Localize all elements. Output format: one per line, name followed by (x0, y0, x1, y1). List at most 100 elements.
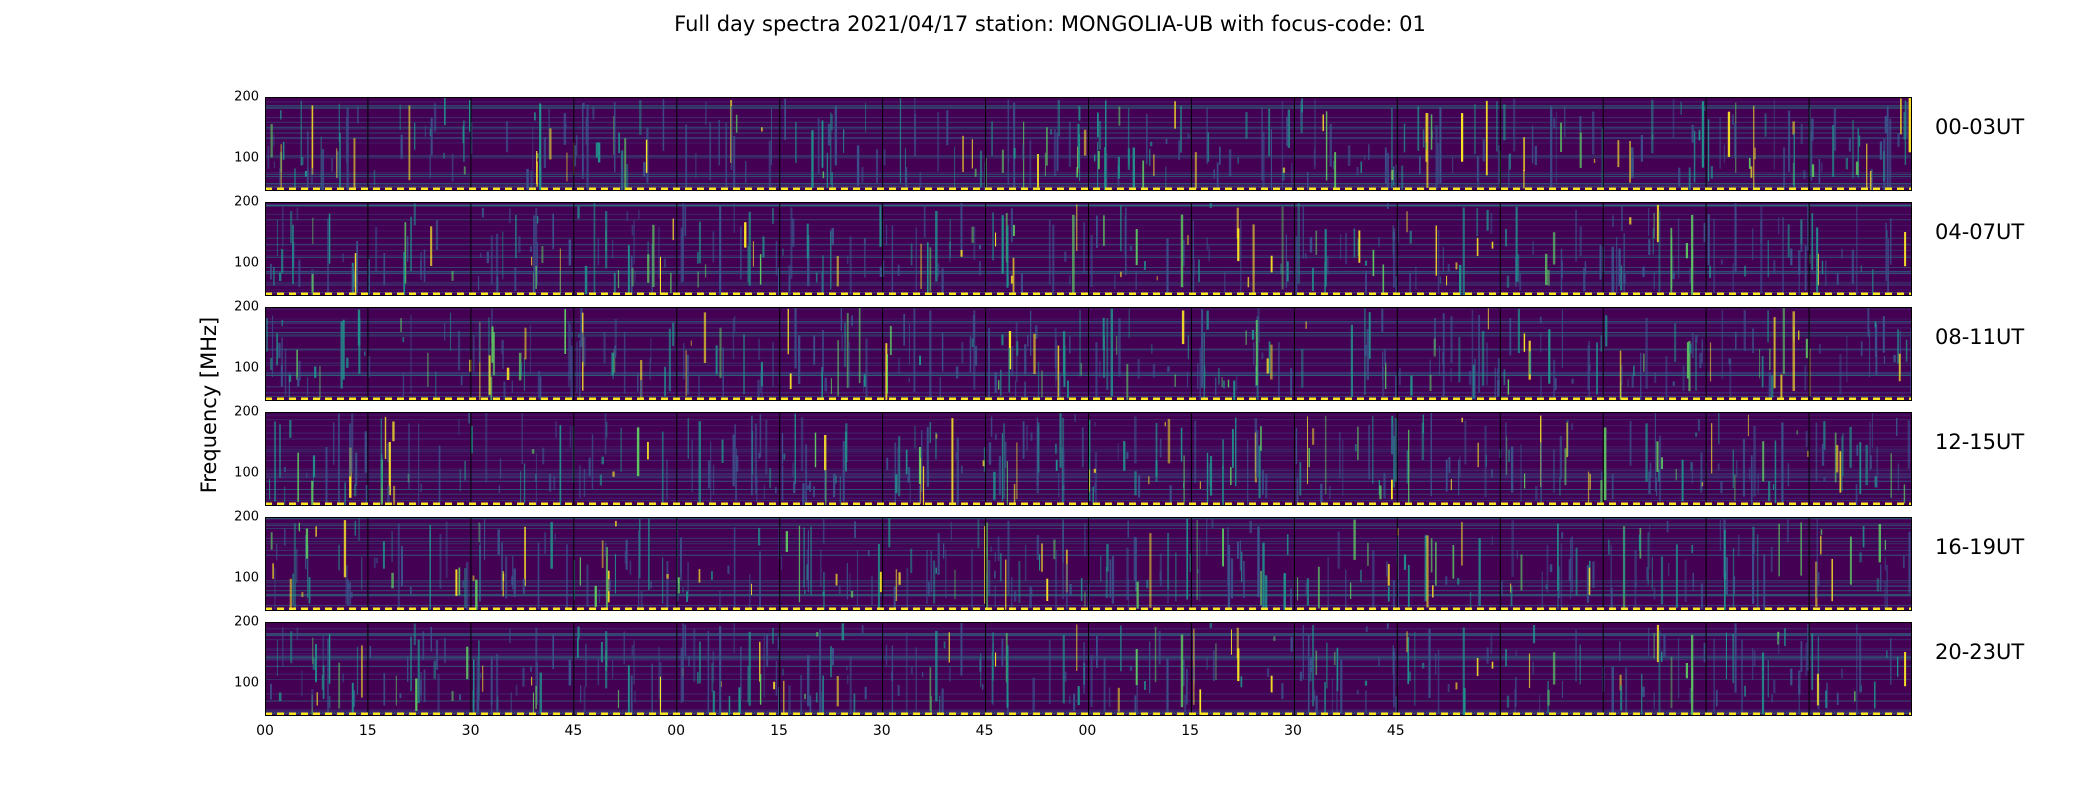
burst-mark (523, 463, 526, 504)
burst-mark (1821, 162, 1823, 173)
burst-mark (1081, 427, 1084, 468)
burst-mark (509, 208, 511, 224)
burst-mark (351, 682, 354, 716)
burst-mark (1378, 237, 1380, 247)
burst-mark (1719, 519, 1721, 551)
burst-mark (1796, 430, 1798, 435)
burst-mark (1872, 269, 1874, 296)
burst-mark (918, 485, 921, 506)
burst-mark (1308, 448, 1310, 468)
burst-mark (295, 548, 298, 583)
burst-mark (885, 343, 888, 401)
burst-mark (1219, 146, 1221, 165)
y-tick-label: 200 (234, 404, 259, 420)
burst-mark (582, 332, 584, 362)
burst-mark (1787, 224, 1790, 258)
burst-mark (1046, 578, 1049, 601)
burst-mark (1251, 329, 1255, 340)
burst-mark (1156, 276, 1158, 281)
burst-mark (846, 563, 848, 600)
burst-mark (1611, 666, 1614, 716)
burst-mark (1566, 422, 1568, 458)
burst-mark (1064, 251, 1067, 262)
burst-mark (905, 632, 908, 716)
burst-mark (998, 380, 1000, 390)
burst-mark (535, 627, 538, 694)
burst-mark (827, 124, 831, 146)
burst-mark (288, 372, 290, 401)
burst-mark (1904, 100, 1907, 165)
burst-mark (1103, 215, 1105, 246)
burst-mark (435, 640, 439, 670)
burst-mark (408, 423, 410, 490)
burst-mark (1041, 543, 1043, 572)
burst-mark (1011, 577, 1013, 609)
burst-mark (831, 114, 833, 131)
burst-mark (281, 337, 283, 387)
burst-mark (926, 427, 929, 488)
burst-mark (982, 684, 984, 690)
burst-mark (758, 338, 761, 361)
burst-mark (1029, 586, 1032, 608)
burst-mark (1461, 522, 1463, 566)
burst-mark (1001, 149, 1004, 173)
row-label: 12-15UT (1935, 430, 2025, 454)
burst-mark (320, 136, 322, 191)
burst-mark (1135, 270, 1137, 290)
burst-mark (1741, 639, 1743, 716)
burst-mark (951, 418, 954, 506)
burst-mark (1691, 249, 1694, 271)
burst-mark (721, 439, 724, 463)
burst-mark (604, 542, 607, 557)
burst-mark (1187, 133, 1190, 138)
burst-mark (1235, 417, 1237, 487)
burst-mark (1364, 345, 1367, 357)
burst-mark (272, 563, 274, 579)
burst-mark (1458, 337, 1461, 383)
burst-mark (1159, 553, 1162, 587)
burst-mark (1024, 344, 1027, 375)
burst-mark (1560, 248, 1563, 296)
burst-mark (1159, 438, 1162, 458)
burst-mark (1035, 325, 1038, 339)
burst-mark (1393, 436, 1395, 488)
burst-mark (897, 446, 899, 490)
burst-mark (1810, 131, 1813, 181)
burst-mark (515, 684, 518, 696)
burst-mark (1357, 238, 1360, 257)
burst-mark (282, 141, 285, 160)
burst-mark (451, 153, 454, 182)
burst-mark (1484, 425, 1487, 498)
burst-mark (666, 459, 668, 500)
burst-mark (1364, 155, 1366, 161)
burst-mark (1871, 412, 1873, 449)
burst-mark (992, 632, 994, 681)
burst-mark (1800, 219, 1803, 245)
burst-mark (430, 626, 432, 652)
burst-mark (529, 325, 531, 375)
burst-mark (1897, 463, 1900, 491)
burst-mark (1477, 156, 1480, 191)
burst-mark (848, 341, 850, 388)
burst-mark (1069, 584, 1072, 596)
burst-mark (727, 565, 730, 574)
burst-mark (1666, 520, 1669, 533)
burst-mark (1611, 474, 1614, 500)
burst-mark (1836, 272, 1839, 285)
burst-mark (1874, 321, 1877, 328)
burst-mark (1807, 203, 1810, 251)
burst-mark (1203, 332, 1205, 401)
burst-mark (1333, 651, 1336, 665)
burst-mark (356, 241, 358, 293)
burst-mark (1126, 364, 1129, 401)
burst-mark (1327, 557, 1329, 611)
burst-mark (1347, 145, 1351, 166)
burst-mark (1013, 108, 1015, 127)
burst-mark (1908, 97, 1911, 153)
burst-mark (486, 251, 489, 264)
burst-mark (1058, 373, 1061, 401)
burst-mark (928, 581, 930, 597)
burst-mark (1744, 265, 1746, 277)
burst-mark (1816, 673, 1819, 706)
y-tick-label: 200 (234, 194, 259, 210)
